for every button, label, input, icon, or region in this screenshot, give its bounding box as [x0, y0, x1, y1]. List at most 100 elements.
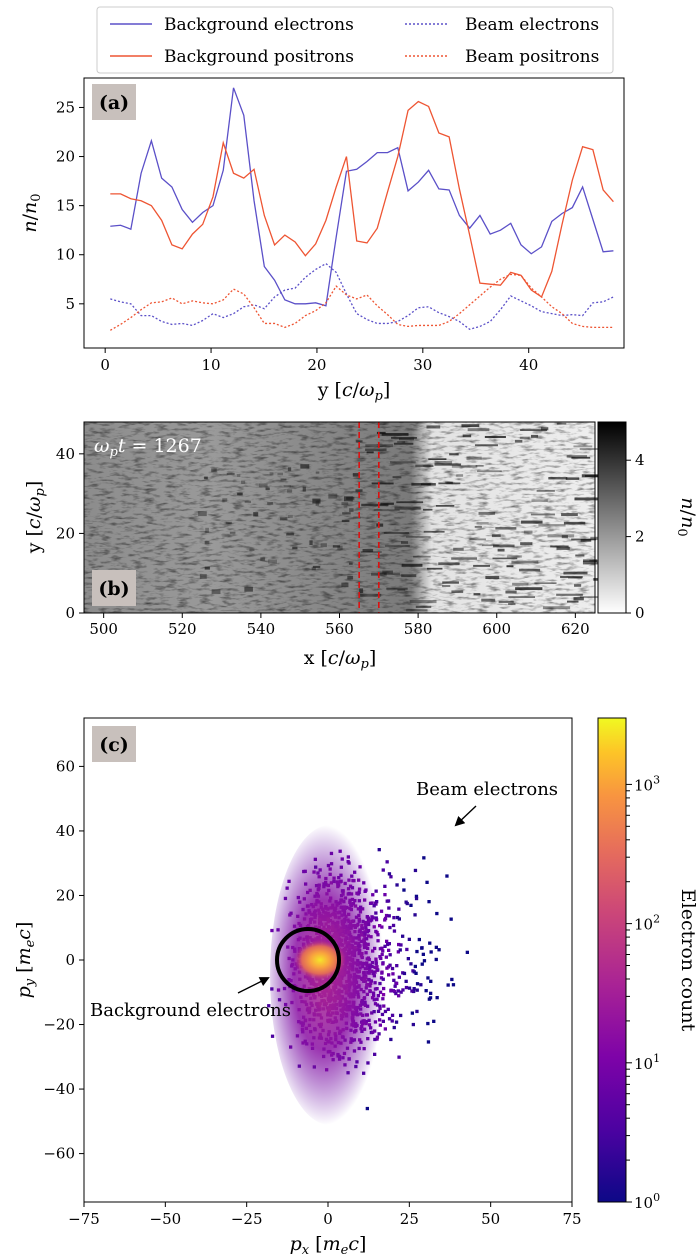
filament — [286, 489, 293, 493]
filament — [269, 472, 274, 476]
filament — [397, 441, 406, 443]
filament — [511, 560, 539, 564]
panel-a-xtick-label: 20 — [307, 356, 326, 374]
filament — [550, 545, 569, 548]
legend-frame — [96, 6, 614, 74]
filament — [359, 593, 382, 597]
filament — [341, 582, 349, 588]
histogram-bin — [409, 903, 413, 907]
histogram-bin — [425, 880, 429, 884]
histogram-bin — [402, 888, 406, 892]
filament — [211, 468, 217, 473]
histogram-bin — [402, 878, 406, 882]
filament — [475, 465, 484, 467]
filament — [498, 600, 514, 603]
filament — [260, 557, 266, 561]
histogram-bin — [449, 917, 453, 921]
panel-a-ylabel: n/n0 — [19, 193, 44, 232]
histogram-bin — [410, 989, 414, 993]
filament — [514, 439, 523, 443]
filament — [267, 502, 273, 505]
filament — [309, 540, 313, 546]
histogram-bin — [390, 966, 395, 971]
histogram-bin — [417, 937, 421, 942]
filament — [205, 527, 209, 533]
filament — [381, 433, 409, 436]
histogram-bin — [422, 856, 426, 860]
histogram-bin — [390, 1019, 394, 1023]
histogram-bin — [407, 986, 412, 990]
filament — [373, 509, 400, 512]
filament — [477, 470, 502, 473]
annotation-arrow-background — [237, 977, 270, 994]
filament — [222, 498, 228, 502]
annotation-arrow-beam — [454, 805, 477, 827]
filament — [476, 522, 489, 525]
histogram-bin — [424, 989, 428, 993]
histogram-bin — [415, 982, 420, 986]
histogram-bin — [411, 1022, 415, 1027]
panel-c-xlabel: px [mec] — [290, 1233, 367, 1258]
filament — [348, 562, 353, 565]
legend-label-background-electrons: Background electrons — [164, 15, 354, 35]
filament — [371, 482, 394, 485]
filament — [225, 521, 232, 524]
filament — [312, 565, 321, 568]
panel-b-colorbar-tick-label: 2 — [635, 528, 645, 546]
filament — [466, 456, 482, 460]
panel-c-colorbar-label: Electron count — [677, 889, 696, 1032]
panel-a-axes-frame — [83, 77, 625, 349]
filament — [451, 557, 478, 560]
filament — [204, 566, 210, 570]
filament — [566, 455, 588, 458]
histogram-bin — [392, 1025, 396, 1030]
filament — [434, 461, 453, 465]
histogram-bin — [377, 848, 381, 852]
background-electron-circle — [275, 927, 341, 993]
filament — [353, 516, 361, 519]
series-line-beam-electrons — [110, 262, 614, 331]
filament — [415, 605, 432, 608]
filament — [280, 517, 288, 521]
filament — [521, 520, 543, 524]
filament — [491, 534, 501, 538]
filament — [508, 603, 516, 606]
histogram-bin — [389, 988, 393, 992]
filament — [473, 564, 491, 567]
filament — [376, 431, 386, 434]
histogram-bin — [426, 1021, 430, 1026]
histogram-bin — [390, 1013, 395, 1017]
histogram-bin — [389, 875, 393, 879]
filament — [386, 587, 408, 590]
panel-b-colorbar-label: n/n0 — [674, 497, 696, 536]
histogram-bin — [388, 925, 392, 930]
filament — [360, 551, 382, 553]
filament — [456, 474, 464, 477]
filament — [401, 563, 423, 567]
panel-a-xtick-label: 30 — [413, 356, 432, 374]
histogram-bin — [383, 884, 387, 888]
series-line-background-positrons — [110, 100, 614, 298]
filament — [495, 527, 517, 530]
filament — [428, 458, 447, 461]
filament — [253, 512, 259, 517]
filament — [349, 508, 354, 512]
filament — [287, 467, 292, 472]
filament — [582, 561, 604, 565]
panel-c-label-box — [92, 726, 136, 762]
filament — [287, 514, 293, 518]
histogram-bin — [420, 946, 424, 950]
histogram-bin — [446, 983, 450, 987]
series-line-beam-positrons — [109, 273, 614, 331]
panel-b-ytick-label: 40 — [56, 445, 75, 463]
filament — [574, 584, 582, 587]
filament — [561, 513, 578, 517]
panel-c-ytick-label: −60 — [43, 1145, 75, 1163]
histogram-bin — [398, 948, 402, 952]
histogram-bin — [419, 983, 423, 987]
filament — [258, 483, 268, 488]
histogram-bin — [394, 1020, 399, 1024]
filament — [580, 538, 592, 542]
filament — [453, 547, 464, 551]
